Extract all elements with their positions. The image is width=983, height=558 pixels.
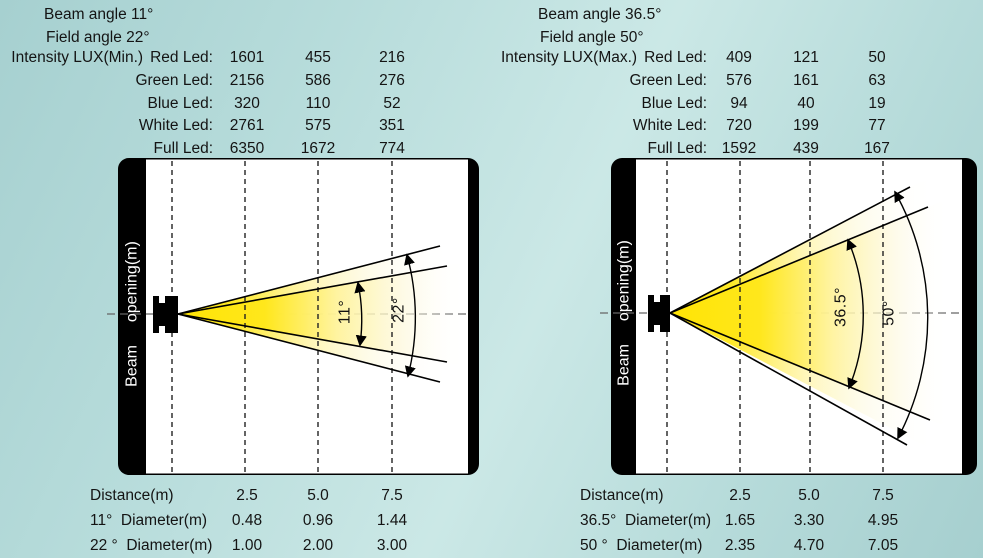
field-angle-arc — [404, 253, 417, 378]
intensity-value: 94 — [730, 94, 748, 112]
intensity-value: 40 — [797, 94, 815, 112]
diameter-value: 1.44 — [376, 511, 408, 529]
left-beam-angle-title: Beam angle 11° — [44, 6, 154, 23]
left-distance-table: Distance(m) 2.5 5.0 7.5 11° Diameter(m) … — [90, 483, 429, 558]
intensity-value: 77 — [868, 117, 886, 135]
intensity-value: 167 — [864, 140, 890, 158]
intensity-row-label: Blue Led: — [641, 94, 708, 112]
cone-boundary-lines — [177, 245, 448, 383]
diameter-row-label: 36.5° Diameter(m) — [580, 511, 712, 529]
intensity-value: 720 — [726, 117, 752, 135]
left-intensity-table: Intensity LUX(Min.) Red Led: 1601 455 216… — [8, 47, 429, 160]
cone-boundary-lines — [669, 186, 931, 446]
distance-value: 5.0 — [798, 486, 820, 504]
field-angle-arc — [894, 190, 929, 440]
diameter-value: 1.00 — [231, 536, 263, 554]
right-beam-diagram: 36.5° 50° Beam opening(m) — [600, 158, 977, 475]
intensity-row-label: Green Led: — [629, 72, 707, 90]
intensity-value: 774 — [379, 140, 405, 158]
intensity-value: 121 — [793, 49, 819, 67]
intensity-value: 2761 — [229, 117, 265, 135]
fixture-icon — [153, 296, 178, 333]
intensity-value: 1672 — [300, 140, 336, 158]
intensity-value: 110 — [305, 94, 331, 112]
diameter-value: 4.70 — [793, 536, 825, 554]
diameter-row-label: 50 ° Diameter(m) — [580, 536, 703, 554]
intensity-value: 575 — [305, 117, 331, 135]
intensity-value: 2156 — [229, 72, 265, 90]
distance-row-label: Distance(m) — [580, 486, 664, 504]
diameter-value: 1.65 — [724, 511, 756, 529]
intensity-value: 199 — [793, 117, 819, 135]
beam-opening-axis-label: Beam opening(m) — [124, 241, 141, 387]
intensity-prefix: Intensity LUX(Min.) — [11, 49, 144, 67]
intensity-row-label: Intensity LUX(Min.) Red Led: — [11, 49, 213, 67]
diameter-value: 0.96 — [302, 511, 334, 529]
intensity-row-label: White Led: — [632, 117, 707, 135]
intensity-value: 320 — [234, 94, 260, 112]
intensity-value: 586 — [305, 72, 331, 90]
beam-angle-arc — [354, 281, 367, 347]
beam-angle-value-label: 36.5° — [833, 287, 850, 327]
right-beam-angle-title: Beam angle 36.5° — [538, 6, 662, 23]
intensity-value: 276 — [379, 72, 405, 90]
intensity-value: 63 — [868, 72, 886, 90]
intensity-row-label: Full Led: — [647, 140, 707, 158]
intensity-row-label: Full Led: — [153, 140, 213, 158]
intensity-value: 50 — [868, 49, 886, 67]
diameter-row-label: 22 ° Diameter(m) — [90, 536, 213, 554]
intensity-value: 455 — [305, 49, 331, 67]
intensity-value: 1592 — [721, 140, 757, 158]
left-field-angle-title: Field angle 22° — [46, 29, 150, 46]
beam-angle-arc — [846, 238, 864, 390]
field-angle-value-label: 22° — [391, 297, 408, 323]
distance-value: 2.5 — [236, 486, 258, 504]
right-intensity-table: Intensity LUX(Max.) Red Led: 409 121 50 G… — [498, 47, 913, 160]
left-beam-diagram: 11° 22° Beam opening(m) — [107, 158, 479, 475]
intensity-value: 1601 — [229, 49, 265, 67]
intensity-value: 161 — [793, 72, 819, 90]
diameter-value: 3.30 — [793, 511, 825, 529]
intensity-value: 351 — [379, 117, 405, 135]
intensity-row-label: Intensity LUX(Max.) Red Led: — [500, 49, 707, 67]
right-distance-table: Distance(m) 2.5 5.0 7.5 36.5° Diameter(m… — [580, 483, 921, 558]
diameter-value: 2.35 — [724, 536, 756, 554]
diameter-value: 2.00 — [302, 536, 334, 554]
intensity-value: 19 — [868, 94, 886, 112]
intensity-value: 6350 — [229, 140, 265, 158]
intensity-prefix: Intensity LUX(Max.) — [500, 49, 638, 67]
intensity-value: 216 — [379, 49, 405, 67]
fixture-icon — [648, 295, 670, 332]
diameter-value: 0.48 — [231, 511, 263, 529]
intensity-row-label: Green Led: — [135, 72, 213, 90]
distance-value: 5.0 — [307, 486, 329, 504]
beam-cone — [178, 262, 467, 366]
field-angle-value-label: 50° — [881, 300, 898, 326]
distance-value: 7.5 — [872, 486, 894, 504]
intensity-value: 576 — [726, 72, 752, 90]
beam-angle-value-label: 11° — [337, 300, 354, 325]
intensity-row-label: White Led: — [138, 117, 213, 135]
beam-cone — [670, 198, 950, 428]
beam-opening-axis-label: Beam opening(m) — [616, 240, 633, 386]
diameter-value: 4.95 — [867, 511, 899, 529]
distance-row-label: Distance(m) — [90, 486, 174, 504]
intensity-value: 439 — [793, 140, 819, 158]
right-field-angle-title: Field angle 50° — [540, 29, 644, 46]
diameter-row-label: 11° Diameter(m) — [90, 511, 208, 529]
intensity-value: 52 — [383, 94, 401, 112]
intensity-row-label: Blue Led: — [147, 94, 214, 112]
distance-value: 2.5 — [729, 486, 751, 504]
distance-value: 7.5 — [381, 486, 403, 504]
diameter-value: 3.00 — [376, 536, 408, 554]
diameter-value: 7.05 — [867, 536, 899, 554]
intensity-value: 409 — [726, 49, 752, 67]
